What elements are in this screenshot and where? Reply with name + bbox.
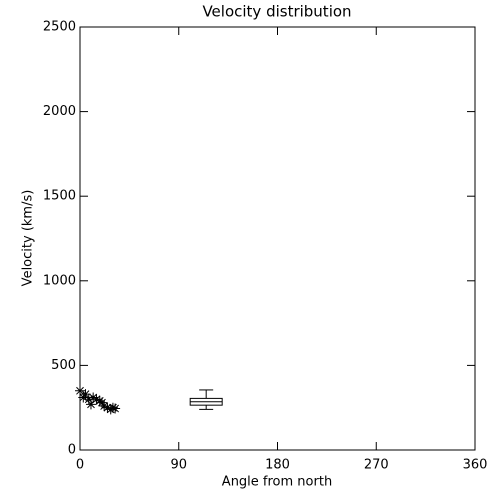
- y-tick-label: 1000: [43, 273, 76, 288]
- x-tick-label: 0: [76, 458, 84, 473]
- scatter-point: [85, 399, 96, 410]
- y-tick-label: 2500: [43, 20, 76, 35]
- scatter-point: [107, 402, 118, 413]
- y-tick-label: 1500: [43, 189, 76, 204]
- y-tick-label: 0: [68, 443, 76, 458]
- scatter-point: [99, 401, 110, 412]
- y-tick-label: 500: [51, 358, 76, 373]
- x-tick-label: 360: [463, 458, 488, 473]
- scatter-point: [75, 385, 85, 396]
- x-axis-title: Angle from north: [222, 475, 332, 490]
- scatter-point: [102, 402, 113, 413]
- scatter-point: [96, 397, 107, 408]
- y-axis-title: Velocity (km/s): [21, 190, 36, 287]
- plot-frame: [79, 26, 476, 451]
- chart-title: Velocity distribution: [202, 3, 351, 21]
- scatter-point: [78, 392, 89, 403]
- x-tick-label: 270: [364, 458, 389, 473]
- y-tick-label: 2000: [43, 104, 76, 119]
- scatter-point: [80, 389, 91, 400]
- scatter-point: [110, 403, 121, 414]
- scatter-point: [88, 392, 99, 403]
- x-tick-label: 180: [265, 458, 290, 473]
- scatter-point: [83, 394, 94, 405]
- x-tick-label: 90: [170, 458, 187, 473]
- scatter-point: [91, 394, 102, 405]
